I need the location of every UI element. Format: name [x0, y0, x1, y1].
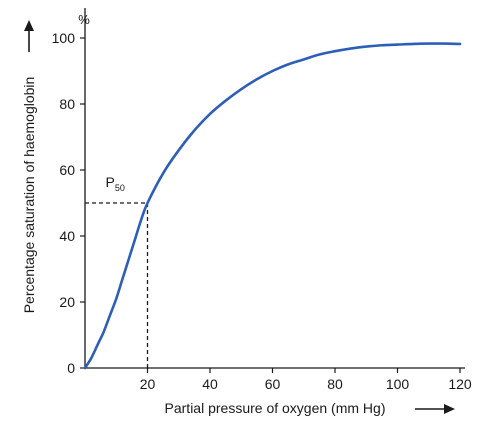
y-tick-label: 20 [59, 294, 75, 310]
y-axis-label-group: Percentage saturation of haemoglobin [21, 20, 37, 313]
p50-label-main: P [106, 174, 115, 190]
p50-label: P50 [106, 174, 125, 193]
x-tick-label: 120 [448, 376, 472, 392]
x-tick-label: 20 [140, 376, 156, 392]
p50-label-sub: 50 [115, 183, 125, 193]
axes [84, 8, 465, 369]
y-tick-label: 60 [59, 162, 75, 178]
y-axis-arrow-icon [24, 20, 34, 52]
series-line [83, 42, 462, 370]
x-ticks: 20 40 60 80 100 120 [140, 368, 472, 392]
y-unit-label: % [78, 12, 90, 27]
x-axis-arrow-icon [415, 404, 455, 414]
x-axis-label-group: Partial pressure of oxygen (mm Hg) [165, 400, 455, 416]
y-ticks: 0 20 40 60 80 100 [52, 30, 85, 376]
x-tick-label: 80 [327, 376, 343, 392]
x-tick-label: 40 [202, 376, 218, 392]
y-axis-label: Percentage saturation of haemoglobin [21, 77, 37, 314]
y-tick-label: 80 [59, 96, 75, 112]
y-tick-label: 0 [67, 360, 75, 376]
p50-guides [85, 202, 149, 368]
x-tick-label: 60 [265, 376, 281, 392]
x-tick-label: 100 [386, 376, 410, 392]
x-axis-label: Partial pressure of oxygen (mm Hg) [165, 400, 386, 416]
y-tick-label: 40 [59, 228, 75, 244]
y-tick-label: 100 [52, 30, 76, 46]
